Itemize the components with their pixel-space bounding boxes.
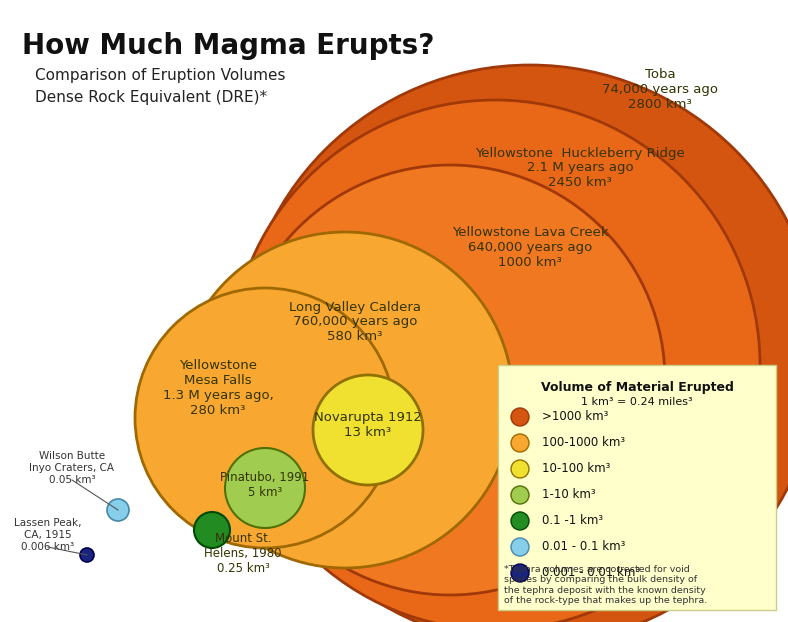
Text: Pinatubo, 1991
5 km³: Pinatubo, 1991 5 km³	[221, 471, 310, 499]
Circle shape	[313, 375, 423, 485]
Circle shape	[511, 460, 529, 478]
Text: Dense Rock Equivalent (DRE)*: Dense Rock Equivalent (DRE)*	[35, 90, 267, 105]
Circle shape	[511, 538, 529, 556]
Circle shape	[511, 486, 529, 504]
Circle shape	[107, 499, 129, 521]
Text: *Tephra volumes are corrected for void
spaces by comparing the bulk density of
t: *Tephra volumes are corrected for void s…	[504, 565, 708, 605]
Text: >1000 km³: >1000 km³	[542, 411, 608, 424]
Circle shape	[230, 100, 760, 622]
Circle shape	[80, 548, 94, 562]
Text: 0.1 -1 km³: 0.1 -1 km³	[542, 514, 603, 527]
Text: Lassen Peak,
CA, 1915
0.006 km³: Lassen Peak, CA, 1915 0.006 km³	[14, 518, 82, 552]
Text: Long Valley Caldera
760,000 years ago
580 km³: Long Valley Caldera 760,000 years ago 58…	[289, 300, 421, 343]
Text: 0.01 - 0.1 km³: 0.01 - 0.1 km³	[542, 541, 626, 554]
Text: Yellowstone Lava Creek
640,000 years ago
1000 km³: Yellowstone Lava Creek 640,000 years ago…	[452, 226, 608, 269]
Text: 1 km³ = 0.24 miles³: 1 km³ = 0.24 miles³	[582, 397, 693, 407]
Circle shape	[235, 165, 665, 595]
Text: Yellowstone  Huckleberry Ridge
2.1 M years ago
2450 km³: Yellowstone Huckleberry Ridge 2.1 M year…	[475, 147, 685, 190]
Text: 10-100 km³: 10-100 km³	[542, 463, 611, 475]
Text: Novarupta 1912
13 km³: Novarupta 1912 13 km³	[314, 411, 422, 439]
Circle shape	[135, 288, 395, 548]
Text: Comparison of Eruption Volumes: Comparison of Eruption Volumes	[35, 68, 285, 83]
Text: Yellowstone
Mesa Falls
1.3 M years ago,
280 km³: Yellowstone Mesa Falls 1.3 M years ago, …	[162, 359, 273, 417]
Text: 1-10 km³: 1-10 km³	[542, 488, 596, 501]
Circle shape	[194, 512, 230, 548]
Circle shape	[177, 232, 513, 568]
Circle shape	[240, 65, 788, 622]
Text: Volume of Material Erupted: Volume of Material Erupted	[541, 381, 734, 394]
Text: 0.001 - 0.01 km³: 0.001 - 0.01 km³	[542, 567, 640, 580]
Circle shape	[225, 448, 305, 528]
Circle shape	[511, 512, 529, 530]
Text: Mount St.
Helens, 1980
0.25 km³: Mount St. Helens, 1980 0.25 km³	[204, 532, 282, 575]
Text: Wilson Butte
Inyo Craters, CA
0.05 km³: Wilson Butte Inyo Craters, CA 0.05 km³	[29, 452, 114, 485]
Text: 100-1000 km³: 100-1000 km³	[542, 437, 625, 450]
Bar	[498, 365, 776, 610]
Text: Toba
74,000 years ago
2800 km³: Toba 74,000 years ago 2800 km³	[602, 68, 718, 111]
Circle shape	[511, 408, 529, 426]
Circle shape	[511, 564, 529, 582]
Circle shape	[511, 434, 529, 452]
Text: How Much Magma Erupts?: How Much Magma Erupts?	[22, 32, 434, 60]
